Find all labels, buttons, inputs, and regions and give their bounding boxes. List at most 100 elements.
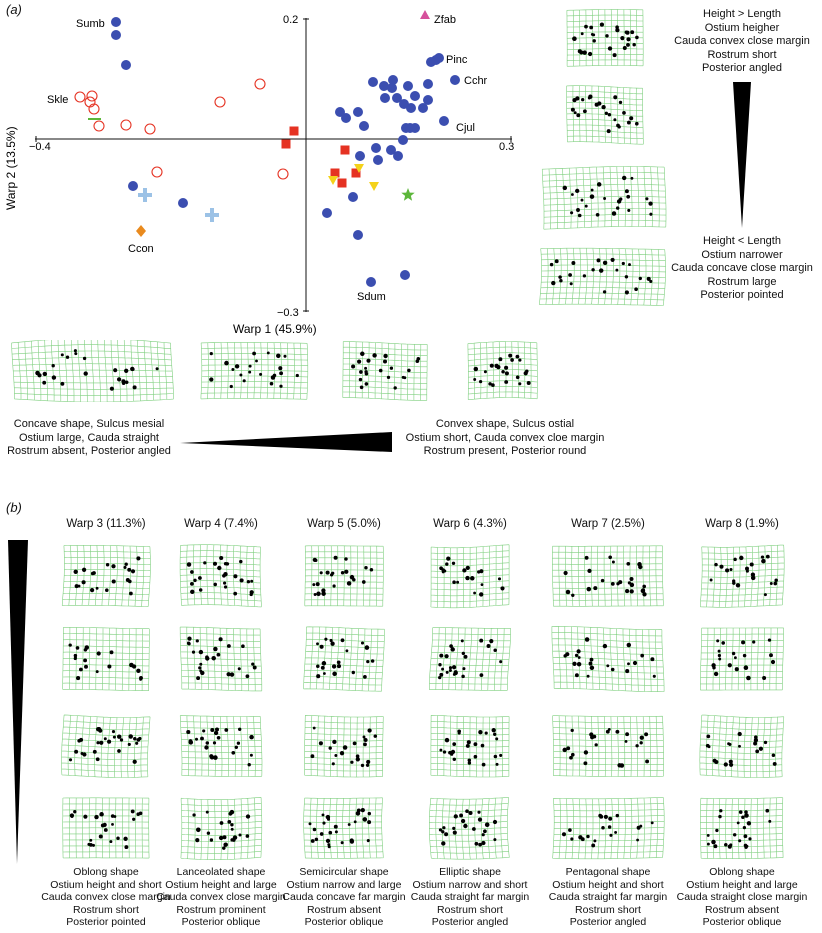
landmark-dot <box>716 639 720 643</box>
landmark-dot <box>100 823 105 828</box>
landmark-dot <box>501 369 505 374</box>
deformation-grid-lines <box>541 166 667 230</box>
landmark-dot <box>224 728 229 732</box>
landmark-dot <box>229 672 235 677</box>
landmark-dot <box>629 577 634 581</box>
landmark-dot <box>370 659 375 663</box>
y-axis-label: Warp 2 (13.5%) <box>4 126 18 210</box>
landmark-dot <box>205 741 210 745</box>
landmark-dot <box>632 42 636 47</box>
landmark-dot <box>498 357 503 362</box>
landmark-dot <box>135 741 139 745</box>
landmark-dot <box>83 658 88 663</box>
landmark-dot <box>594 743 598 747</box>
landmark-dot <box>213 755 218 760</box>
landmark-dot <box>222 835 227 840</box>
landmark-dot <box>362 817 368 822</box>
landmark-dot <box>187 636 192 641</box>
landmark-dot <box>460 818 466 824</box>
yellow-triangle-point <box>369 182 379 191</box>
landmark-dot <box>738 744 741 748</box>
blue-point <box>111 30 121 40</box>
landmark-dot <box>636 825 641 830</box>
landmark-dot <box>331 762 335 766</box>
landmark-dot <box>439 748 443 752</box>
deformation-grid-lines <box>700 544 785 608</box>
landmark-dot <box>603 197 607 200</box>
landmark-dot <box>74 656 77 659</box>
landmark-dot <box>136 812 140 816</box>
landmark-dot <box>624 275 629 279</box>
deformation-grid-lines <box>700 797 784 859</box>
landmark-dot <box>769 653 773 658</box>
landmark-dot <box>73 810 77 814</box>
landmark-dot <box>599 22 605 27</box>
landmark-dot <box>576 649 581 654</box>
landmark-dot <box>218 835 224 841</box>
landmark-dot <box>415 359 420 363</box>
landmark-dot <box>473 591 477 595</box>
landmark-dot <box>642 584 647 589</box>
landmark-dot <box>444 832 449 837</box>
landmark-dot <box>367 728 372 733</box>
landmark-dot <box>340 570 345 575</box>
landmark-dot <box>366 839 370 843</box>
landmark-dot <box>576 113 581 118</box>
warp-grid-thumbnail <box>700 544 785 608</box>
deformation-grid-lines <box>342 341 428 401</box>
landmark-dot <box>81 580 86 585</box>
landmark-dot <box>231 368 235 371</box>
landmark-dot <box>227 820 232 824</box>
landmark-dot <box>205 655 209 659</box>
landmark-dot <box>607 112 612 117</box>
landmark-dot <box>319 644 324 649</box>
landmark-dot <box>601 825 605 830</box>
landmark-dot <box>186 562 192 567</box>
landmark-dot <box>242 379 246 383</box>
landmark-dot <box>321 591 326 596</box>
landmark-dot <box>316 664 320 668</box>
blue-point <box>379 81 389 91</box>
landmark-dot <box>465 575 470 581</box>
landmark-dot <box>574 653 579 658</box>
landmark-dot <box>734 667 739 672</box>
landmark-dot <box>111 579 116 584</box>
landmark-dot <box>500 586 505 591</box>
landmark-dot <box>583 750 589 755</box>
warp-grid-thumbnail <box>61 545 151 607</box>
landmark-dot <box>321 588 326 593</box>
landmark-dot <box>190 582 194 586</box>
landmark-dot <box>609 833 613 837</box>
landmark-dot <box>209 352 213 356</box>
landmark-dot <box>492 819 498 825</box>
blue-point <box>403 81 413 91</box>
landmark-dot <box>473 742 478 747</box>
landmark-dot <box>518 382 522 386</box>
landmark-dot <box>603 814 608 819</box>
landmark-dot <box>228 811 233 816</box>
landmark-dot <box>614 830 618 834</box>
landmark-dot <box>595 212 600 217</box>
landmark-dot <box>330 641 335 646</box>
deformation-grid-lines <box>429 627 511 691</box>
landmark-dot <box>259 372 263 376</box>
landmark-dot <box>320 665 325 670</box>
landmark-dot <box>478 379 483 384</box>
landmark-dot <box>504 365 509 370</box>
landmark-dot <box>324 637 328 641</box>
landmark-dot <box>127 567 132 572</box>
landmark-dot <box>563 570 568 576</box>
landmark-dot <box>630 30 635 35</box>
landmark-dot <box>450 749 456 754</box>
landmark-dot <box>641 588 646 592</box>
landmark-dot <box>316 674 321 679</box>
landmark-dot <box>443 569 447 573</box>
landmark-dot <box>718 657 722 661</box>
landmark-dot <box>615 268 619 272</box>
landmark-dot <box>551 280 556 286</box>
landmark-dot <box>565 589 571 595</box>
warp-description: Pentagonal shape Ostium height and short C… <box>548 866 668 929</box>
landmark-dot <box>736 821 740 825</box>
hollow-red-point <box>144 123 156 135</box>
landmark-dot <box>493 754 498 759</box>
